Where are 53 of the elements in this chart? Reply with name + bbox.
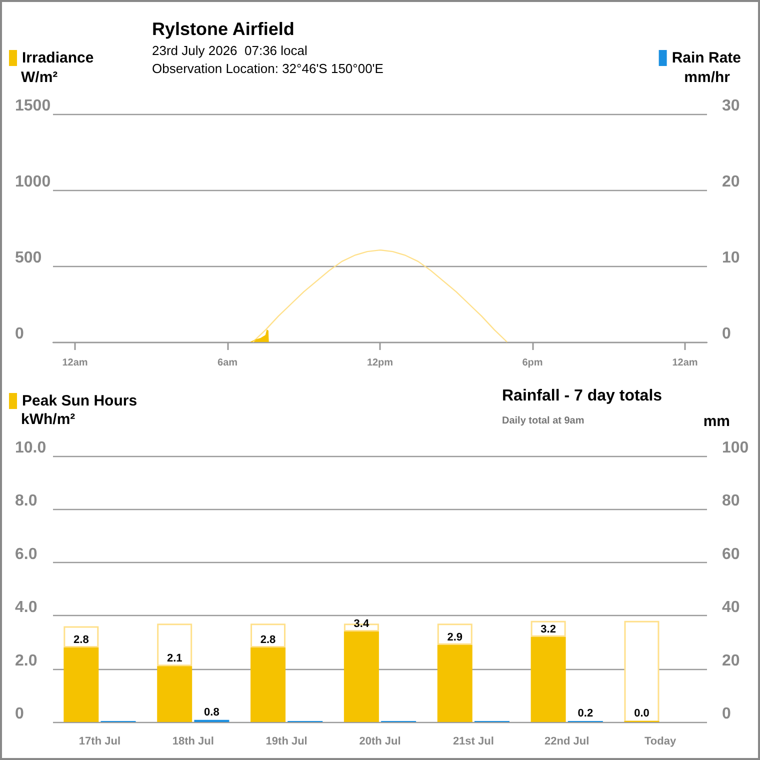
y2-tick-label: 10 (722, 250, 740, 266)
x-tick-label: 22nd Jul (544, 736, 590, 748)
x-tick-label: 20th Jul (359, 736, 401, 748)
y-tick-label: 0 (15, 326, 24, 342)
y-axis-title: W/m² (21, 69, 58, 86)
legend-label: Rain Rate (672, 50, 742, 66)
chart-subtitle: Daily total at 9am (502, 416, 584, 426)
y2-axis-title: mm/hr (684, 69, 730, 86)
y-tick-label: 8.0 (15, 492, 38, 510)
y-tick-label: 500 (15, 250, 42, 266)
y2-tick-label: 80 (722, 492, 740, 510)
chart-title: Rainfall - 7 day totals (502, 388, 662, 404)
y-tick-label: 6.0 (15, 546, 38, 563)
data-label: 2.8 (74, 634, 89, 646)
x-tick-label: 12am (672, 358, 698, 368)
x-tick-label: 12pm (366, 358, 394, 368)
data-label: 0.8 (204, 706, 220, 718)
y-tick-label: 1500 (15, 98, 51, 114)
chart-subtitle: 23rd July 2026 07:36 local (152, 43, 308, 58)
y2-tick-label: 30 (722, 98, 740, 114)
x-tick-label: 18th Jul (172, 736, 214, 748)
x-tick-label: Today (644, 736, 677, 748)
y2-tick-label: 60 (722, 546, 740, 563)
y2-tick-label: 0 (722, 706, 731, 722)
y2-tick-label: 20 (722, 174, 740, 190)
y-tick-label: 1000 (15, 174, 51, 190)
data-label: 0.0 (634, 708, 650, 720)
x-tick-label: 6pm (522, 358, 543, 368)
y2-tick-label: 100 (722, 440, 749, 456)
legend-label: Irradiance (22, 50, 94, 66)
y2-tick-label: 0 (722, 326, 731, 342)
data-label: 3.4 (354, 618, 370, 630)
data-label: 2.9 (447, 631, 463, 644)
data-label: 3.2 (540, 623, 556, 636)
legend-label: Peak Sun Hours (22, 392, 138, 410)
data-label: 2.8 (260, 634, 276, 646)
x-tick-label: 19th Jul (266, 736, 308, 748)
x-tick-label: 12am (62, 358, 88, 368)
x-tick-label: 21st Jul (452, 736, 494, 748)
y-axis-title: kWh/m² (21, 411, 76, 428)
chart-title: Rylstone Airfield (152, 19, 294, 39)
x-tick-label: 6am (218, 358, 238, 368)
x-tick-label: 17th Jul (78, 736, 121, 748)
y-tick-label: 0 (15, 706, 24, 722)
data-label: 0.2 (578, 708, 594, 720)
y-tick-label: 4.0 (15, 599, 38, 616)
text: Observation Location: 32°46'S 150°00'E (152, 61, 384, 76)
y2-axis-title: mm (703, 413, 730, 430)
y-tick-label: 10.0 (15, 440, 46, 456)
y2-tick-label: 40 (722, 599, 740, 616)
y-tick-label: 2.0 (15, 652, 38, 670)
data-label: 2.1 (166, 652, 182, 665)
y2-tick-label: 20 (722, 652, 740, 670)
